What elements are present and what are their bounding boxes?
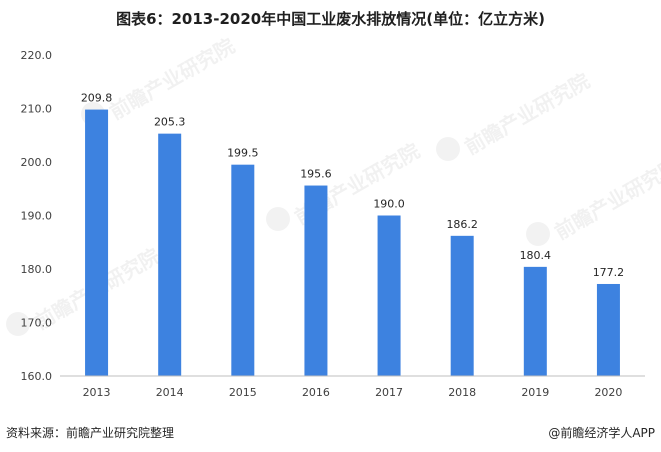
x-axis: 2013 2014 2015 2016 2017 2018 2019 2020	[83, 386, 623, 399]
source-note: 资料来源：前瞻产业研究院整理	[6, 426, 175, 440]
watermark-logo	[526, 222, 550, 246]
x-tick-label: 2018	[448, 386, 476, 399]
x-tick-label: 2015	[229, 386, 257, 399]
x-tick-label: 2016	[302, 386, 330, 399]
y-tick-label: 220.0	[21, 49, 53, 62]
y-tick-label: 170.0	[21, 317, 53, 330]
data-label: 205.3	[154, 116, 186, 129]
y-tick-label: 200.0	[21, 156, 53, 169]
brand-label: @前瞻经济学人APP	[548, 426, 655, 440]
data-label: 199.5	[227, 147, 259, 160]
bar	[377, 215, 401, 376]
data-label: 177.2	[593, 266, 625, 279]
y-tick-label: 190.0	[21, 210, 53, 223]
x-tick-label: 2017	[375, 386, 403, 399]
bar	[596, 283, 620, 376]
data-label: 209.8	[81, 92, 113, 105]
bar	[523, 266, 547, 376]
watermark-text: 前瞻产业研究院	[106, 34, 239, 125]
data-label: 186.2	[446, 218, 478, 231]
y-tick-label: 210.0	[21, 103, 53, 116]
watermark-text: 前瞻产业研究院	[551, 154, 661, 245]
y-tick-label: 180.0	[21, 263, 53, 276]
data-label: 180.4	[520, 249, 552, 262]
data-label: 195.6	[300, 168, 332, 181]
bar	[450, 235, 474, 376]
bar	[304, 185, 328, 376]
bar	[85, 109, 109, 376]
x-tick-label: 2020	[594, 386, 622, 399]
bars: 209.8 205.3 199.5 195.6 190.0 186.2 180.4 177.2	[81, 92, 624, 376]
data-label: 190.0	[373, 198, 405, 211]
x-tick-label: 2014	[156, 386, 184, 399]
watermark-text: 前瞻产业研究院	[461, 69, 594, 160]
watermark-logo	[436, 137, 460, 161]
y-axis: 160.0 170.0 180.0 190.0 200.0 210.0 220.0	[21, 49, 53, 383]
x-tick-label: 2019	[521, 386, 549, 399]
watermark-logo	[266, 207, 290, 231]
bar	[158, 133, 182, 376]
bar	[231, 164, 255, 376]
y-tick-label: 160.0	[21, 370, 53, 383]
chart-title: 图表6：2013-2020年中国工业废水排放情况(单位：亿立方米)	[116, 10, 545, 28]
watermark-logo	[6, 312, 30, 336]
x-tick-label: 2013	[83, 386, 111, 399]
